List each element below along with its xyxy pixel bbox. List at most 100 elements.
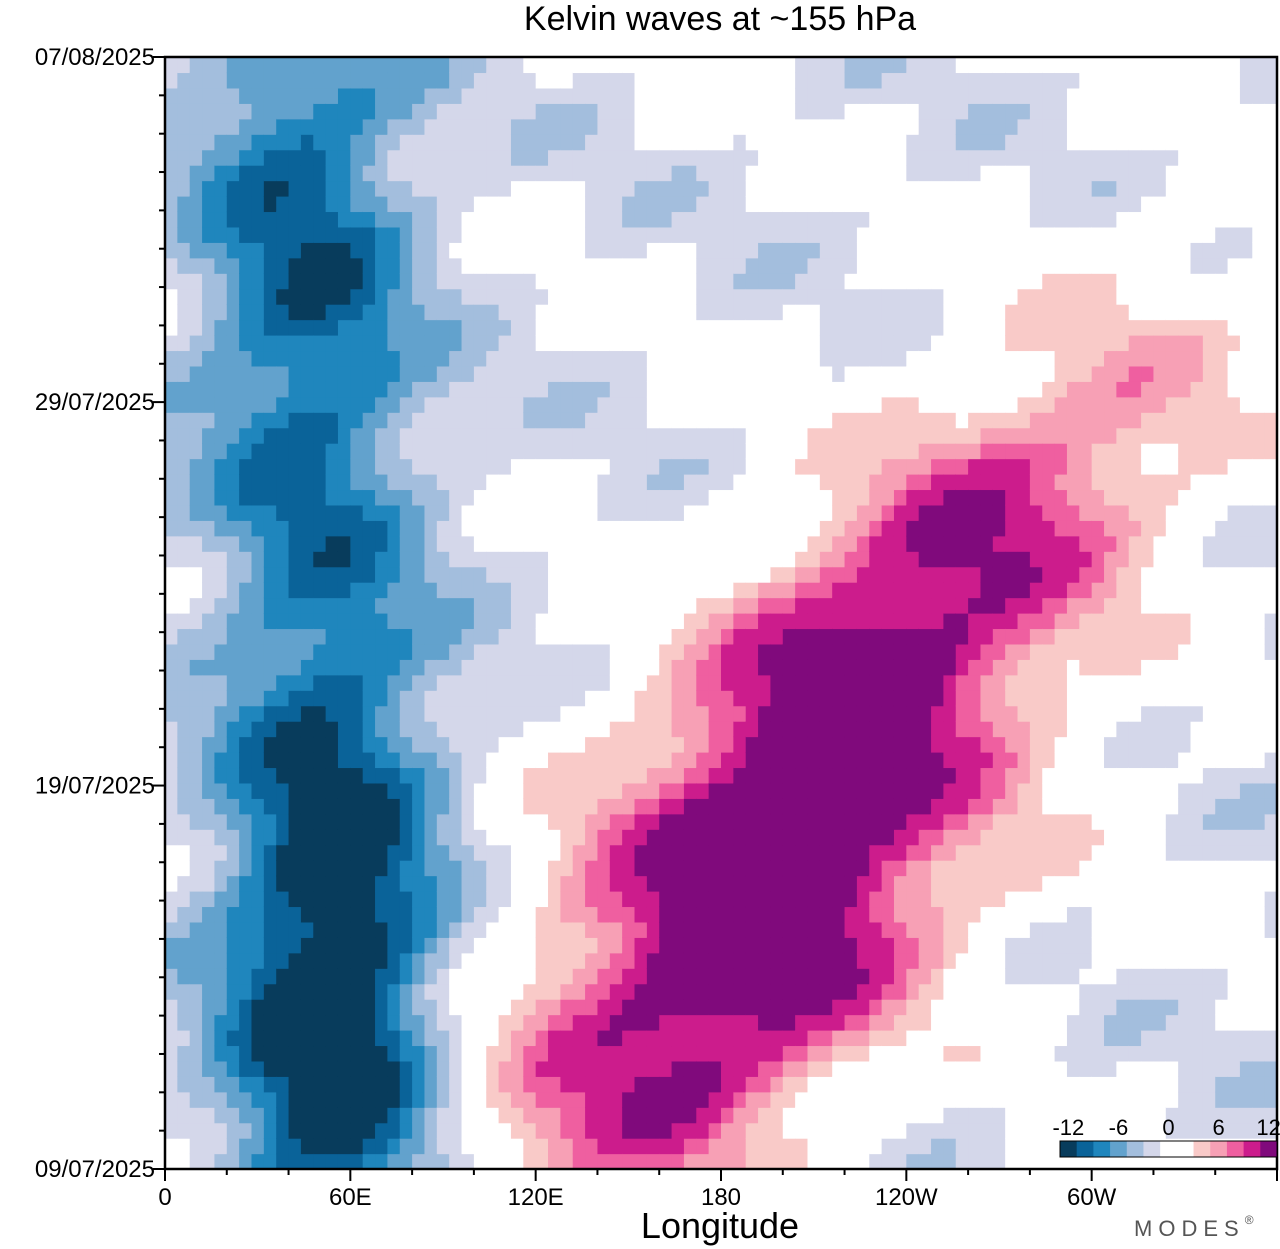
heatmap-cell	[856, 57, 870, 74]
heatmap-cell	[943, 520, 957, 537]
heatmap-cell	[634, 659, 648, 676]
heatmap-cell	[399, 242, 413, 259]
heatmap-cell	[782, 1138, 796, 1155]
heatmap-cell	[795, 1091, 809, 1108]
heatmap-cell	[1005, 674, 1019, 691]
heatmap-cell	[424, 196, 438, 213]
heatmap-cell	[276, 613, 290, 630]
heatmap-cell	[300, 443, 314, 460]
heatmap-cell	[510, 103, 524, 120]
heatmap-cell	[548, 1076, 561, 1093]
heatmap-cell	[906, 489, 920, 506]
heatmap-cell	[226, 165, 240, 182]
heatmap-cell	[968, 288, 982, 305]
heatmap-cell	[436, 891, 450, 908]
heatmap-cell	[819, 983, 833, 1000]
heatmap-cell	[461, 1153, 475, 1169]
heatmap-cell	[844, 659, 858, 676]
heatmap-cell	[498, 118, 512, 135]
heatmap-cell	[745, 134, 759, 151]
heatmap-cell	[214, 273, 228, 290]
heatmap-cell	[585, 1030, 599, 1047]
heatmap-cell	[461, 134, 475, 151]
heatmap-cell	[819, 134, 833, 151]
heatmap-cell	[918, 1030, 932, 1047]
heatmap-cell	[1005, 1091, 1019, 1108]
heatmap-cell	[931, 87, 944, 104]
heatmap-cell	[869, 1060, 883, 1077]
heatmap-cell	[906, 381, 920, 398]
heatmap-cell	[856, 1045, 870, 1062]
heatmap-cell	[770, 813, 784, 830]
heatmap-cell	[683, 134, 697, 151]
heatmap-cell	[659, 242, 673, 259]
heatmap-cell	[424, 937, 438, 954]
heatmap-cell	[251, 412, 265, 429]
heatmap-cell	[288, 1030, 302, 1047]
heatmap-cell	[844, 396, 858, 413]
heatmap-cell	[708, 999, 722, 1016]
heatmap-cell	[646, 257, 660, 274]
heatmap-cell	[634, 860, 648, 877]
heatmap-cell	[696, 381, 710, 398]
heatmap-cell	[992, 798, 1006, 815]
heatmap-cell	[745, 412, 759, 429]
heatmap-cell	[671, 443, 685, 460]
heatmap-cell	[202, 1030, 216, 1047]
heatmap-cell	[733, 257, 747, 274]
heatmap-cell	[980, 906, 994, 923]
heatmap-cell	[955, 165, 969, 182]
heatmap-cell	[350, 365, 364, 382]
heatmap-cell	[325, 273, 339, 290]
heatmap-cell	[498, 767, 512, 784]
heatmap-cell	[239, 582, 253, 599]
heatmap-cell	[548, 57, 561, 74]
heatmap-cell	[869, 782, 883, 799]
heatmap-cell	[955, 752, 969, 769]
heatmap-cell	[770, 1030, 784, 1047]
heatmap-cell	[721, 134, 734, 151]
heatmap-cell	[733, 829, 747, 846]
heatmap-cell	[782, 1060, 796, 1077]
heatmap-cell	[350, 952, 364, 969]
heatmap-cell	[992, 474, 1006, 491]
heatmap-cell	[560, 458, 574, 475]
heatmap-cell	[276, 767, 290, 784]
heatmap-cell	[609, 443, 623, 460]
heatmap-cell	[782, 844, 796, 861]
heatmap-cell	[696, 535, 710, 552]
heatmap-cell	[535, 597, 549, 614]
heatmap-cell	[659, 952, 673, 969]
heatmap-cell	[548, 427, 561, 444]
heatmap-cell	[350, 674, 364, 691]
heatmap-cell	[708, 643, 722, 660]
heatmap-cell	[300, 1030, 314, 1047]
heatmap-cell	[498, 999, 512, 1016]
heatmap-cell	[819, 999, 833, 1016]
heatmap-cell	[683, 829, 697, 846]
heatmap-cell	[263, 87, 277, 104]
heatmap-cell	[634, 798, 648, 815]
heatmap-cell	[572, 860, 586, 877]
heatmap-cell	[214, 983, 228, 1000]
heatmap-cell	[251, 427, 265, 444]
heatmap-cell	[795, 458, 809, 475]
heatmap-cell	[350, 1122, 364, 1139]
heatmap-cell	[412, 690, 426, 707]
heatmap-cell	[510, 937, 524, 954]
heatmap-cell	[300, 782, 314, 799]
heatmap-cell	[449, 381, 463, 398]
heatmap-cell	[251, 875, 265, 892]
heatmap-cell	[869, 860, 883, 877]
heatmap-cell	[214, 999, 228, 1016]
heatmap-cell	[449, 551, 463, 568]
heatmap-cell	[350, 257, 364, 274]
heatmap-cell	[436, 381, 450, 398]
heatmap-cell	[1005, 736, 1019, 753]
heatmap-cell	[473, 149, 487, 166]
heatmap-cell	[634, 103, 648, 120]
heatmap-cell	[745, 952, 759, 969]
heatmap-cell	[510, 489, 524, 506]
heatmap-cell	[844, 1122, 858, 1139]
heatmap-cell	[436, 1122, 450, 1139]
